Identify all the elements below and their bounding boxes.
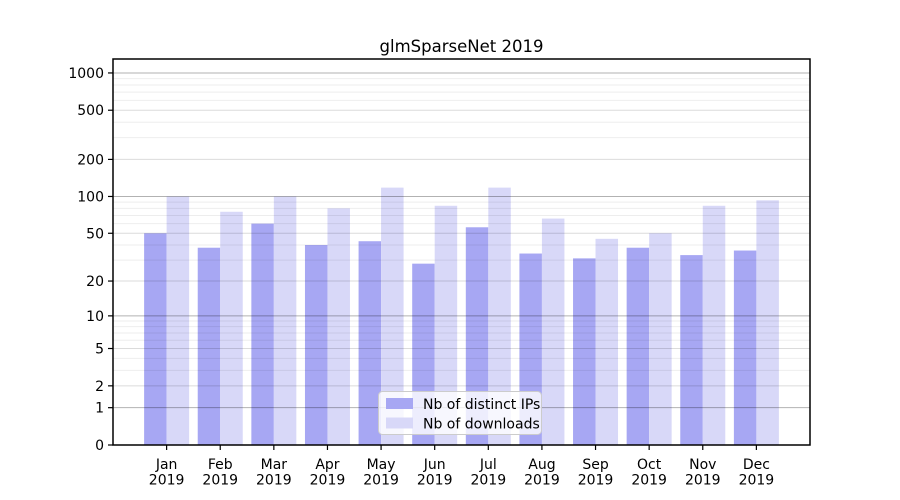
y-tick-label: 20 bbox=[86, 274, 104, 290]
bar-may-downloads bbox=[381, 187, 404, 446]
x-tick-label: Jan 2019 bbox=[149, 457, 185, 489]
bar-dec-distinct-ips bbox=[733, 250, 757, 445]
plot-border bbox=[112, 58, 811, 446]
legend-label-downloads: Nb of downloads bbox=[423, 416, 540, 432]
x-tick-label: Jun 2019 bbox=[417, 457, 453, 489]
x-tick-label: Aug 2019 bbox=[524, 457, 560, 489]
x-tick-label: Feb 2019 bbox=[202, 457, 238, 489]
y-tick-label: 100 bbox=[77, 189, 104, 205]
bar-jul-downloads bbox=[488, 187, 511, 446]
bar-jun-downloads bbox=[434, 205, 458, 445]
bar-feb-distinct-ips bbox=[197, 247, 221, 445]
x-tick-label: Dec 2019 bbox=[739, 457, 775, 489]
bar-jul-distinct-ips bbox=[465, 227, 489, 445]
legend: Nb of distinct IPs Nb of downloads bbox=[378, 391, 542, 435]
legend-swatch-distinct-ips bbox=[386, 398, 413, 409]
bar-aug-downloads bbox=[541, 218, 565, 445]
x-tick-label: Jul 2019 bbox=[470, 457, 506, 489]
bar-jan-downloads bbox=[166, 196, 190, 445]
x-tick-label: Mar 2019 bbox=[256, 457, 292, 489]
x-tick-label: Apr 2019 bbox=[310, 457, 346, 489]
y-tick-label: 50 bbox=[86, 226, 104, 242]
bar-mar-downloads bbox=[273, 196, 297, 445]
bar-oct-distinct-ips bbox=[626, 247, 650, 445]
y-tick-label: 200 bbox=[77, 152, 104, 168]
x-tick-label: Nov 2019 bbox=[685, 457, 721, 489]
bar-feb-downloads bbox=[220, 211, 243, 445]
bar-nov-downloads bbox=[702, 205, 726, 445]
y-tick-label: 10 bbox=[86, 309, 104, 325]
legend-swatch-downloads bbox=[386, 417, 413, 429]
bar-mar-distinct-ips bbox=[251, 223, 274, 445]
legend-label-distinct-ips: Nb of distinct IPs bbox=[423, 397, 540, 413]
bar-dec-downloads bbox=[756, 200, 779, 445]
bar-sep-distinct-ips bbox=[573, 258, 596, 445]
bar-apr-distinct-ips bbox=[304, 245, 328, 445]
y-tick-label: 1 bbox=[95, 401, 104, 417]
legend-box bbox=[378, 391, 542, 435]
x-tick-label: Sep 2019 bbox=[578, 457, 614, 489]
bar-jan-distinct-ips bbox=[144, 233, 167, 445]
x-tick-label: May 2019 bbox=[363, 457, 399, 489]
y-tick-label: 2 bbox=[95, 379, 104, 395]
y-tick-label: 500 bbox=[77, 103, 104, 119]
y-tick-label: 5 bbox=[95, 342, 104, 358]
bar-may-distinct-ips bbox=[358, 241, 382, 445]
bar-apr-downloads bbox=[327, 208, 350, 445]
bar-nov-distinct-ips bbox=[680, 255, 703, 445]
chart-title: glmSparseNet 2019 bbox=[379, 37, 544, 56]
bar-oct-downloads bbox=[649, 233, 672, 445]
x-tick-label: Oct 2019 bbox=[631, 457, 667, 489]
y-tick-label: 0 bbox=[95, 438, 104, 454]
bar-sep-downloads bbox=[595, 238, 619, 445]
y-tick-label: 1000 bbox=[68, 66, 104, 82]
